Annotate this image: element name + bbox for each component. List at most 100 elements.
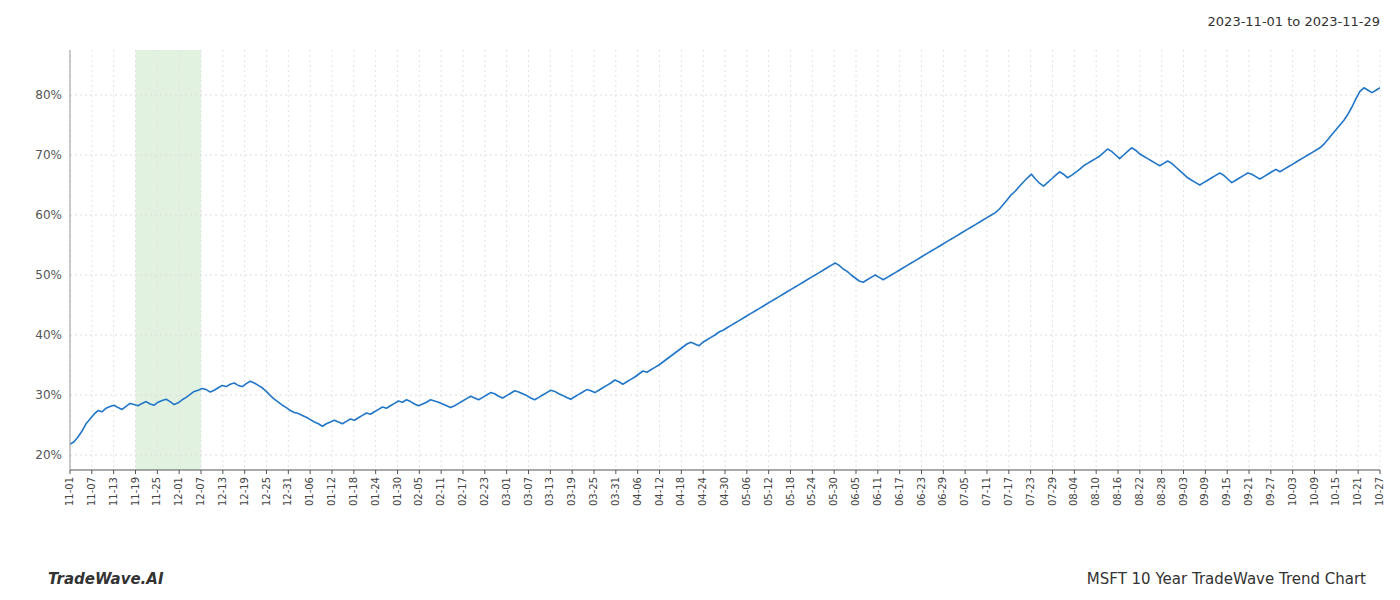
x-tick [1205,470,1206,474]
x-grid-line [201,50,202,470]
x-grid-line [1118,50,1119,470]
x-tick-label: 12-19 [239,477,250,506]
x-tick [856,470,857,474]
x-grid-line [441,50,442,470]
x-tick-label: 06-05 [850,477,861,506]
x-tick [157,470,158,474]
x-tick [594,470,595,474]
x-tick [1074,470,1075,474]
x-tick-label: 12-31 [282,477,293,506]
x-tick [1183,470,1184,474]
x-tick-label: 10-15 [1330,477,1341,506]
x-tick [332,470,333,474]
x-tick [1227,470,1228,474]
chart-container: 20%30%40%50%60%70%80%11-0111-0711-1311-1… [0,0,1400,600]
x-grid-line [594,50,595,470]
x-tick-label: 10-21 [1352,477,1363,506]
x-grid-line [1183,50,1184,470]
x-grid-line [1314,50,1315,470]
x-grid-line [1052,50,1053,470]
x-grid-line [943,50,944,470]
x-tick-label: 05-30 [828,477,839,506]
x-grid-line [856,50,857,470]
x-tick-label: 03-25 [588,477,599,506]
x-tick [91,470,92,474]
x-tick-label: 10-27 [1374,477,1385,506]
x-tick-label: 04-06 [632,477,643,506]
x-tick [201,470,202,474]
x-grid-line [725,50,726,470]
footer-brand: TradeWave.AI [48,570,164,588]
grid [70,50,1380,470]
x-tick-label: 11-01 [64,477,75,506]
x-tick-label: 07-23 [1025,477,1036,506]
x-grid-line [244,50,245,470]
x-tick [70,470,71,474]
x-tick-label: 01-18 [348,477,359,506]
x-tick [1270,470,1271,474]
x-grid-line [397,50,398,470]
x-tick [943,470,944,474]
x-grid-line [1030,50,1031,470]
x-grid-line [1358,50,1359,470]
y-tick-label: 70% [35,148,62,162]
x-tick [397,470,398,474]
x-tick-label: 03-13 [544,477,555,506]
x-tick [1292,470,1293,474]
x-grid-line [550,50,551,470]
x-tick-label: 07-05 [959,477,970,506]
x-tick [1096,470,1097,474]
x-tick-label: 11-13 [108,477,119,506]
x-tick-label: 06-23 [916,477,927,506]
x-tick [244,470,245,474]
x-tick-label: 04-18 [675,477,686,506]
x-tick-label: 04-24 [697,477,708,506]
x-tick [463,470,464,474]
trend-line [70,88,1380,444]
x-grid-line [812,50,813,470]
x-grid-line [987,50,988,470]
axes: 20%30%40%50%60%70%80%11-0111-0711-1311-1… [35,50,1385,506]
x-tick [921,470,922,474]
x-tick-label: 02-17 [457,477,468,506]
x-tick-label: 05-24 [806,477,817,506]
x-grid-line [1292,50,1293,470]
x-tick-label: 02-23 [479,477,490,506]
x-tick-label: 02-11 [435,477,446,506]
x-tick [288,470,289,474]
x-tick-label: 01-30 [392,477,403,506]
band-group [136,50,202,470]
x-tick [834,470,835,474]
x-tick [987,470,988,474]
background [0,0,1400,600]
x-grid-line [113,50,114,470]
x-tick [1358,470,1359,474]
x-grid-line [179,50,180,470]
x-tick-label: 11-07 [86,477,97,506]
x-grid-line [1008,50,1009,470]
x-tick-label: 11-19 [130,477,141,506]
x-tick [179,470,180,474]
x-tick [637,470,638,474]
x-grid-line [528,50,529,470]
y-axis-line [70,50,71,470]
x-tick-label: 05-06 [741,477,752,506]
x-tick [1118,470,1119,474]
x-tick-label: 12-25 [261,477,272,506]
x-grid-line [965,50,966,470]
x-grid-line [768,50,769,470]
x-grid-line [1139,50,1140,470]
x-tick-label: 03-31 [610,477,621,506]
x-grid-line [419,50,420,470]
y-tick-label: 50% [35,268,62,282]
x-tick-label: 03-07 [523,477,534,506]
x-tick [222,470,223,474]
x-tick [419,470,420,474]
x-tick [1380,470,1381,474]
x-tick [506,470,507,474]
x-tick [1052,470,1053,474]
x-grid-line [375,50,376,470]
x-grid-line [1227,50,1228,470]
x-grid-line [572,50,573,470]
x-tick-label: 03-01 [501,477,512,506]
